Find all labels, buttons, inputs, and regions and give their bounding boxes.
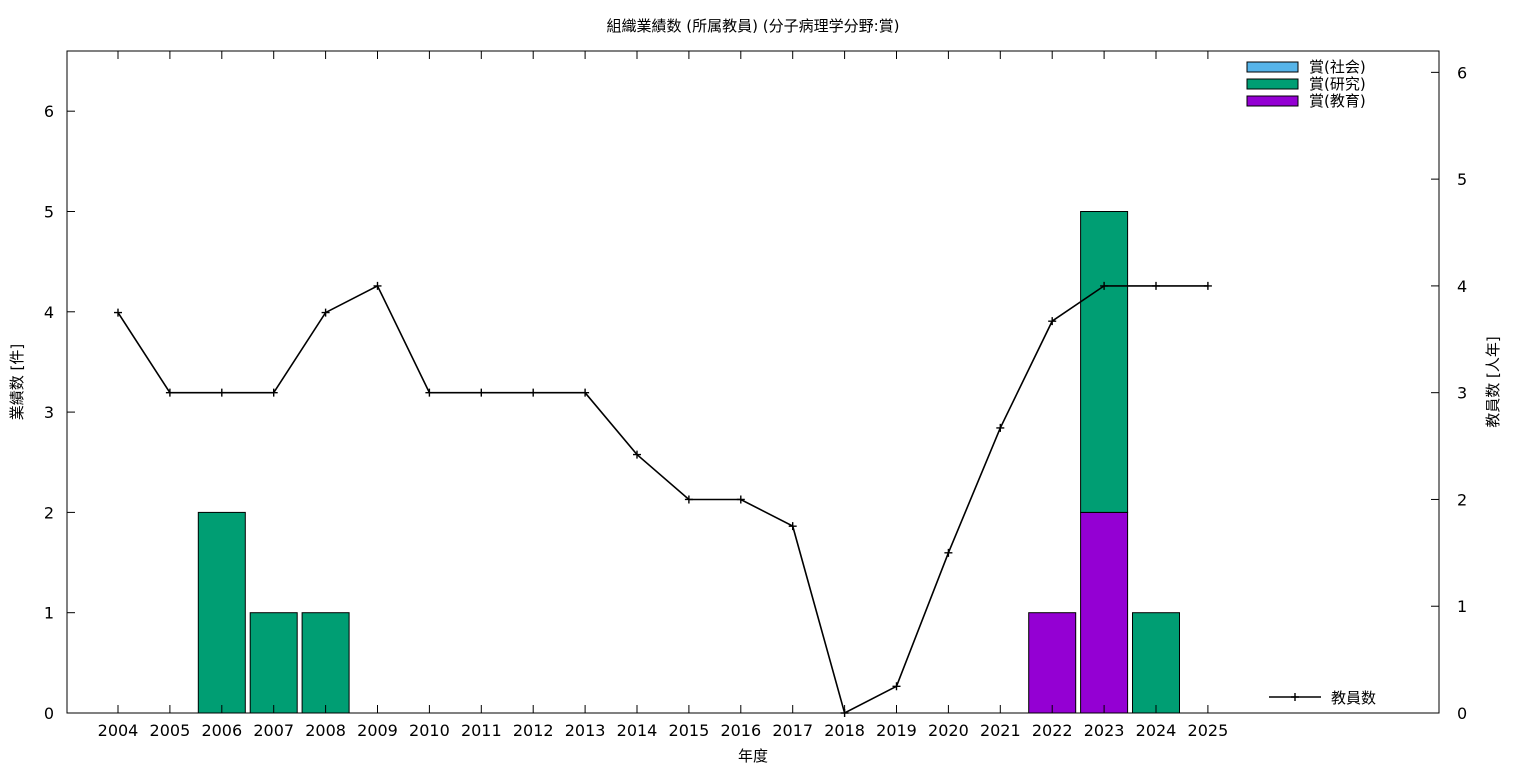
y-tick-label: 0 [44,704,54,723]
chart-title: 組織業績数 (所属教員) (分子病理学分野:賞) [607,17,900,35]
legend: 賞(社会)賞(研究)賞(教育) [1246,58,1366,110]
legend-label: 賞(教育) [1309,92,1366,110]
x-tick-label: 2011 [461,721,502,740]
y-axis-title: 業績数 [件] [8,344,26,420]
legend-line-label: 教員数 [1331,689,1376,707]
legend-line-entry: 教員数 [1269,689,1376,707]
x-tick-label: 2025 [1188,721,1229,740]
bar-2008 [301,612,350,714]
y2-tick-label: 3 [1457,384,1467,403]
legend-line-marker [1291,693,1299,701]
y2-tick-label: 4 [1457,277,1467,296]
line-point-2015 [684,495,693,504]
line-point-2019 [892,682,901,691]
x-axis-title: 年度 [738,747,768,765]
line-point-2016 [736,495,745,504]
axes-layer: 0 1 2 3 4 5 6 0 1 2 3 4 5 6 2004 2005 2006 2007 2008 2009 20… [44,51,1467,740]
legend-label: 賞(社会) [1309,58,1366,76]
legend-swatch [1246,78,1299,90]
x-tick-label: 2012 [513,721,554,740]
y-tick-label: 3 [44,403,54,422]
x-tick-label: 2008 [305,721,346,740]
legend-swatch [1246,95,1299,107]
y2-tick-label: 1 [1457,597,1467,616]
bar-2006 [197,511,246,714]
x-tick-label: 2006 [201,721,242,740]
line-point-2017 [788,522,797,531]
x-tick-label: 2024 [1136,721,1177,740]
line-point-2020 [944,548,953,557]
y-tick-label: 6 [44,102,54,121]
line-point-2014 [633,450,641,459]
y2-tick-label: 0 [1457,704,1467,723]
y2-tick-label: 5 [1457,170,1467,189]
line-point-2005 [165,388,174,397]
y-tick-label: 2 [44,503,54,522]
bar-2023 [1080,511,1129,714]
line-point-2009 [373,281,382,290]
bar-2024 [1132,612,1180,714]
x-tick-label: 2010 [409,721,450,740]
x-tick-label: 2009 [357,721,398,740]
line-point-2011 [477,388,486,397]
y2-axis-title: 教員数 [人年] [1484,336,1502,427]
x-tick-label: 2016 [720,721,761,740]
y-tick-label: 4 [44,303,54,322]
x-tick-label: 2007 [253,721,294,740]
legend-swatch [1246,61,1299,73]
line-point-2022 [1048,317,1057,326]
x-tick-label: 2004 [98,721,139,740]
line-point-2025 [1203,281,1212,290]
plot-frame [66,50,1440,714]
x-tick-label: 2023 [1084,721,1125,740]
bar-2022 [1028,612,1077,714]
x-tick-label: 2022 [1032,721,1073,740]
line-point-2021 [996,423,1005,432]
x-tick-label: 2020 [928,721,969,740]
line-teacher-count [117,284,1208,715]
x-tick-label: 2013 [565,721,606,740]
y2-tick-label: 6 [1457,63,1467,82]
line-point-2010 [425,388,434,397]
x-tick-label: 2014 [617,721,658,740]
x-tick-label: 2005 [150,721,191,740]
bars-layer [197,211,1180,714]
line-point-2023 [1100,281,1109,290]
line-point-2013 [581,388,590,397]
y-tick-label: 5 [44,202,54,221]
y-tick-label: 1 [44,604,54,623]
line-point-2012 [529,388,538,397]
bar-2007 [249,612,298,714]
x-tick-label: 2021 [980,721,1021,740]
y2-tick-label: 2 [1457,490,1467,509]
line-layer [114,281,1212,717]
legend-label: 賞(研究) [1309,75,1366,93]
line-point-2024 [1152,281,1160,290]
x-tick-label: 2015 [669,721,710,740]
line-point-2004 [114,308,122,317]
line-point-2006 [217,388,226,397]
x-tick-label: 2019 [876,721,917,740]
x-tick-label: 2018 [824,721,865,740]
line-point-2008 [321,308,330,317]
x-tick-label: 2017 [772,721,813,740]
bar-2023 [1080,211,1129,513]
line-point-2007 [269,388,278,397]
